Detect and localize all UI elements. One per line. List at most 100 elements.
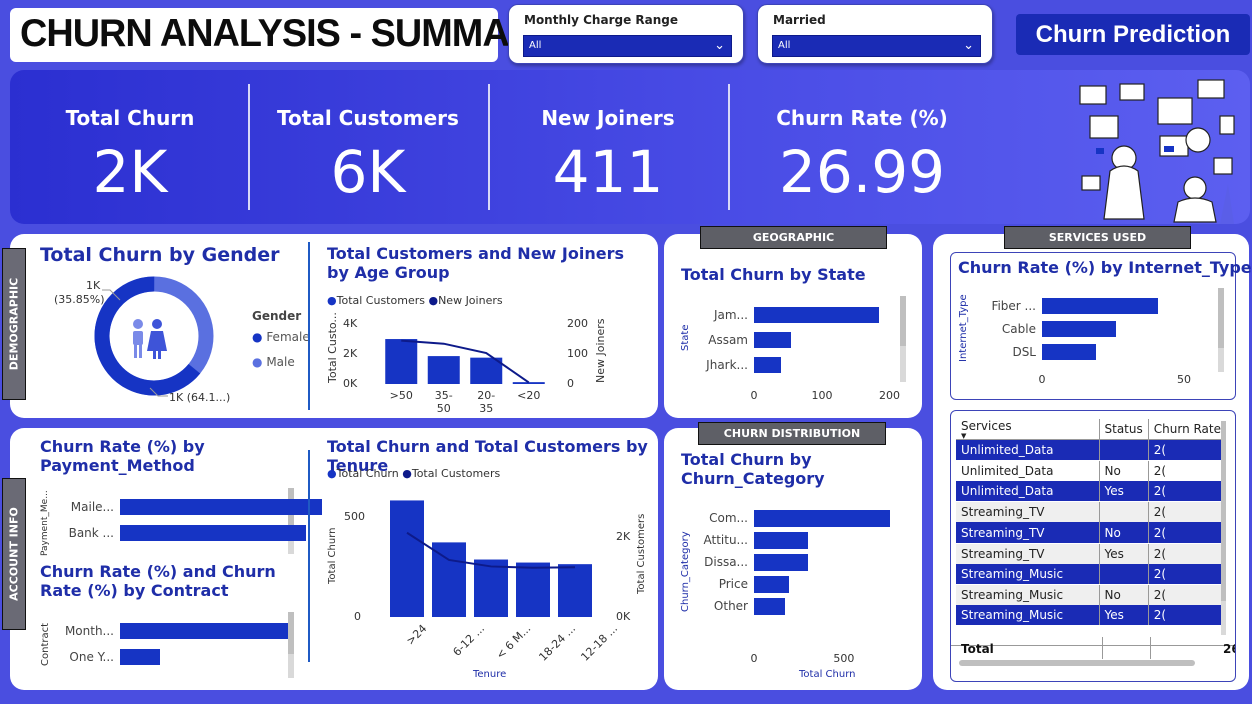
tenure-xtick: < 6 M... xyxy=(493,622,534,662)
scrollbar[interactable] xyxy=(1221,421,1226,635)
bar[interactable] xyxy=(120,499,323,515)
bar[interactable] xyxy=(754,306,879,323)
age-xtick: <20 xyxy=(517,389,541,402)
table-row[interactable]: Streaming_Music No 2( xyxy=(956,584,1226,606)
table-row[interactable]: Unlimited_Data No 2( xyxy=(956,460,1226,482)
bar-category-label: Com... xyxy=(709,511,748,525)
tenure-y2-axis-label: Total Customers xyxy=(636,513,647,594)
table-row[interactable]: Streaming_TV Yes 2( xyxy=(956,543,1226,564)
bar[interactable] xyxy=(120,623,289,639)
scrollbar[interactable] xyxy=(900,296,906,382)
tenure-xtick: 18-24 ... xyxy=(536,622,579,664)
tenure-legend: ●Total Churn ●Total Customers xyxy=(327,467,501,480)
scrollbar-thumb[interactable] xyxy=(1221,421,1226,601)
tenure-y2tick: 2K xyxy=(616,530,631,543)
table-cell-service: Streaming_TV xyxy=(956,543,1099,564)
table-cell-service: Streaming_TV xyxy=(956,522,1099,544)
monthly-charge-slicer: Monthly Charge Range All ⌄ xyxy=(508,4,744,64)
divider xyxy=(1150,637,1151,659)
services-table: Services ▼ Status Churn Rate Unlimited_Da… xyxy=(956,419,1226,627)
section-tab-account-info: ACCOUNT INFO xyxy=(2,478,26,630)
chevron-down-icon: ⌄ xyxy=(714,38,725,53)
leader-line xyxy=(102,289,121,301)
table-cell-status: No xyxy=(1098,460,1149,482)
bar[interactable] xyxy=(1042,320,1116,337)
table-row[interactable]: Streaming_Music 2( xyxy=(956,563,1226,585)
married-dropdown[interactable]: All ⌄ xyxy=(772,35,981,57)
legend-dot-icon: ● xyxy=(327,467,337,480)
legend-item-male: ● Male xyxy=(252,355,295,369)
bar-category-label: One Y... xyxy=(69,650,114,664)
bar[interactable] xyxy=(754,531,808,549)
bar-category-label: Jam... xyxy=(713,307,748,322)
bar-category-label: Attitu... xyxy=(703,533,749,547)
scrollbar[interactable] xyxy=(288,612,294,678)
contract-bar-chart: Month... One Y... xyxy=(50,618,290,674)
age-y2tick: 100 xyxy=(567,347,588,360)
age-chart-title: Total Customers and New Joiners by Age G… xyxy=(327,244,624,282)
bar[interactable] xyxy=(120,525,306,541)
tenure-bar[interactable] xyxy=(516,562,550,617)
bar[interactable] xyxy=(120,649,161,665)
x-tick: 0 xyxy=(750,652,758,665)
age-bar[interactable] xyxy=(512,382,545,384)
kpi-divider xyxy=(248,84,250,210)
gender-male-pct-label: (35.85%) xyxy=(54,293,105,306)
kpi-churn-rate: Churn Rate (%) 26.99 xyxy=(730,70,994,224)
bar[interactable] xyxy=(754,553,808,571)
table-cell-status xyxy=(1098,563,1149,585)
payment-bar-chart: Maile... Bank ... xyxy=(50,494,323,550)
age-bar[interactable] xyxy=(470,357,503,384)
table-row[interactable]: Streaming_Music Yes 2( xyxy=(956,605,1226,627)
column-header-churn-rate[interactable]: Churn Rate xyxy=(1147,419,1226,441)
scrollbar-thumb[interactable] xyxy=(288,612,294,654)
age-bar[interactable] xyxy=(385,339,418,384)
tenure-x-ticks: >24 6-12 ... < 6 M... 18-24 ... 12-18 ... xyxy=(380,620,620,664)
table-cell-service: Unlimited_Data xyxy=(956,460,1099,482)
table-row[interactable]: Streaming_TV No 2( xyxy=(956,522,1226,544)
table-row[interactable]: Unlimited_Data Yes 2( xyxy=(956,481,1226,503)
table-cell-status: Yes xyxy=(1098,543,1149,564)
slicer-label: Married xyxy=(773,13,826,27)
state-bar-chart: Jam... Assam Jhark... xyxy=(690,302,900,378)
age-y-axis-label: Total Custo... xyxy=(326,312,339,383)
column-header-services[interactable]: Services ▼ xyxy=(956,419,1099,441)
tenure-ytick: 500 xyxy=(344,510,365,523)
churn-prediction-button[interactable]: Churn Prediction xyxy=(1016,14,1250,55)
column-header-status[interactable]: Status xyxy=(1098,419,1149,441)
state-x-ticks: 0 100 200 xyxy=(690,389,910,403)
bar[interactable] xyxy=(1042,297,1159,314)
scrollbar[interactable] xyxy=(1218,288,1224,372)
bar[interactable] xyxy=(754,331,792,348)
bar[interactable] xyxy=(754,575,789,593)
internet-x-ticks: 0 50 xyxy=(968,373,1218,387)
tenure-bar[interactable] xyxy=(558,564,592,617)
table-cell-rate: 2( xyxy=(1147,563,1226,585)
table-row[interactable]: Streaming_TV 2( xyxy=(956,501,1226,523)
section-tab-churn-distribution: CHURN DISTRIBUTION xyxy=(698,422,886,445)
bar[interactable] xyxy=(754,356,781,373)
legend-dot-icon: ● xyxy=(252,355,263,369)
table-row[interactable]: Unlimited_Data 2( xyxy=(956,439,1226,461)
kpi-label: Total Customers xyxy=(277,106,459,130)
legend-item-female: ● Female xyxy=(252,330,310,344)
monthly-charge-dropdown[interactable]: All ⌄ xyxy=(523,35,732,57)
tenure-bar[interactable] xyxy=(474,559,508,617)
horizontal-scrollbar[interactable] xyxy=(959,660,1195,666)
tenure-bar[interactable] xyxy=(432,542,466,617)
age-bar[interactable] xyxy=(427,356,460,384)
panel-divider xyxy=(308,450,310,662)
tenure-bar[interactable] xyxy=(390,500,424,617)
table-cell-service: Unlimited_Data xyxy=(956,439,1099,461)
tenure-x-axis-label: Tenure xyxy=(473,669,507,680)
scrollbar-thumb[interactable] xyxy=(1218,288,1224,348)
scrollbar-thumb[interactable] xyxy=(900,296,906,346)
services-table-frame: Services ▼ Status Churn Rate Unlimited_Da… xyxy=(950,410,1236,682)
x-tick: 0 xyxy=(750,389,758,402)
bar[interactable] xyxy=(754,597,786,615)
bar[interactable] xyxy=(1042,343,1096,360)
table-cell-rate: 2( xyxy=(1147,584,1226,606)
x-tick: 100 xyxy=(811,389,833,402)
age-xtick: >50 xyxy=(389,389,413,402)
bar[interactable] xyxy=(754,509,890,527)
